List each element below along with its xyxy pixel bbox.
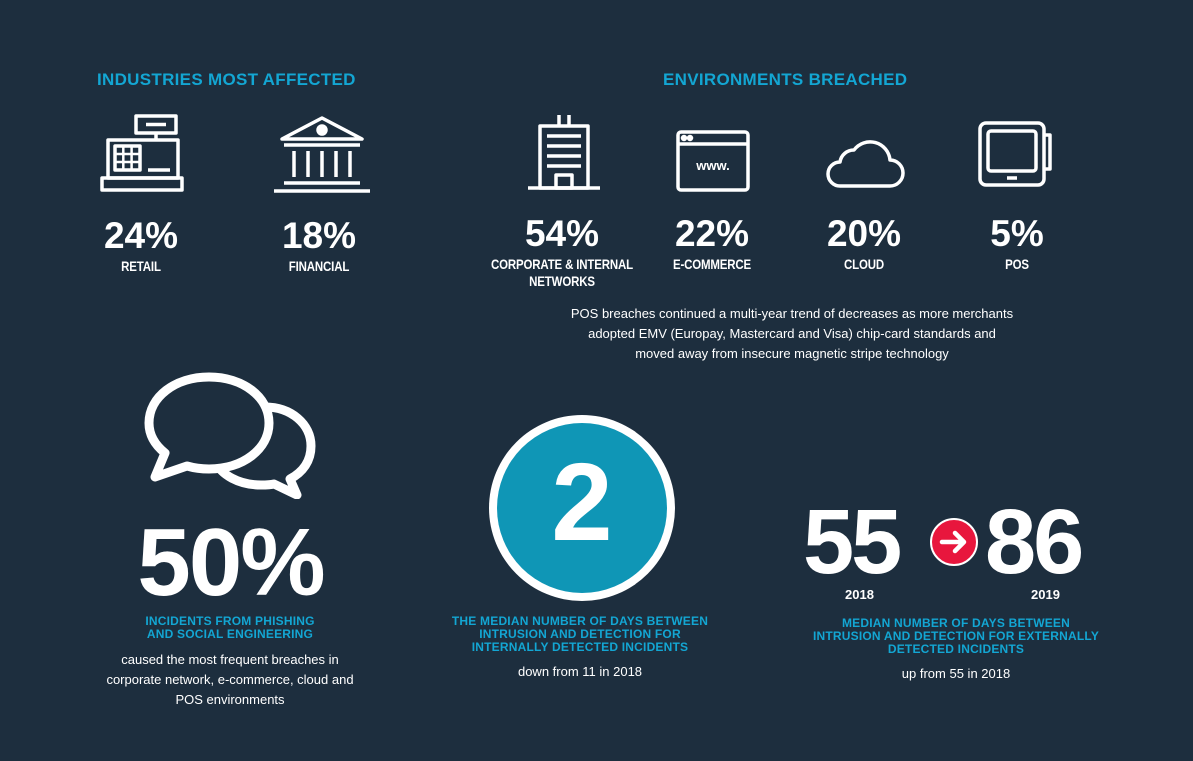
environments-title: ENVIRONMENTS BREACHED bbox=[663, 70, 908, 89]
industries-title: INDUSTRIES MOST AFFECTED bbox=[97, 70, 356, 89]
retail-label: RETAIL bbox=[121, 258, 161, 274]
external-from-value: 55 bbox=[803, 491, 902, 593]
internal-description: down from 11 in 2018 bbox=[517, 664, 643, 679]
browser-window-icon: www. bbox=[676, 130, 750, 192]
external-caption: MEDIAN NUMBER OF DAYS BETWEEN INTRUSION … bbox=[786, 617, 1126, 656]
ecommerce-label: E-COMMERCE bbox=[672, 256, 752, 272]
phishing-caption-line2: AND SOCIAL ENGINEERING bbox=[146, 627, 314, 641]
corporate-label: CORPORATE & INTERNAL NETWORKS bbox=[488, 256, 636, 290]
internal-caption-line3: INTERNALLY DETECTED INCIDENTS bbox=[471, 640, 689, 654]
cloud-percentage: 20% bbox=[826, 213, 902, 254]
external-to-value: 86 bbox=[985, 491, 1084, 593]
external-to-year: 2019 bbox=[1031, 587, 1060, 602]
days-circle-fill bbox=[497, 423, 667, 593]
pos-note-line2: adopted EMV (Europay, Mastercard and Vis… bbox=[588, 326, 996, 341]
internal-caption: THE MEDIAN NUMBER OF DAYS BETWEEN INTRUS… bbox=[420, 615, 740, 654]
phishing-desc-line2: corporate network, e-commerce, cloud and bbox=[106, 672, 354, 687]
internal-caption-line1: THE MEDIAN NUMBER OF DAYS BETWEEN bbox=[451, 614, 709, 628]
internal-caption-line2: INTRUSION AND DETECTION FOR bbox=[479, 627, 681, 641]
speech-bubbles-icon bbox=[143, 371, 319, 499]
retail-percentage: 24% bbox=[103, 215, 179, 256]
phishing-caption-line1: INCIDENTS FROM PHISHING bbox=[145, 614, 315, 628]
pos-label: POS bbox=[1005, 256, 1029, 272]
cloud-label: CLOUD bbox=[843, 256, 885, 272]
cash-register-icon bbox=[100, 113, 184, 193]
pos-breach-note: POS breaches continued a multi-year tren… bbox=[500, 304, 1084, 364]
external-caption-line3: DETECTED INCIDENTS bbox=[887, 642, 1025, 656]
external-description: up from 55 in 2018 bbox=[901, 666, 1011, 681]
corporate-label-line1: CORPORATE & INTERNAL bbox=[491, 256, 633, 272]
phishing-description: caused the most frequent breaches in cor… bbox=[80, 650, 380, 710]
external-from-year: 2018 bbox=[845, 587, 874, 602]
internal-days-value: 2 bbox=[551, 441, 613, 564]
corporate-label-line2: NETWORKS bbox=[529, 273, 595, 289]
pos-note-line3: moved away from insecure magnetic stripe… bbox=[635, 346, 949, 361]
external-caption-line2: INTRUSION AND DETECTION FOR EXTERNALLY bbox=[812, 629, 1100, 643]
cloud-icon bbox=[824, 136, 906, 190]
pos-percentage: 5% bbox=[990, 213, 1044, 254]
www-icon-text: www. bbox=[695, 158, 729, 173]
phishing-caption: INCIDENTS FROM PHISHING AND SOCIAL ENGIN… bbox=[95, 615, 365, 641]
phishing-percentage: 50% bbox=[137, 509, 325, 616]
bank-icon bbox=[272, 115, 372, 195]
pos-note-line1: POS breaches continued a multi-year tren… bbox=[570, 306, 1014, 321]
phishing-desc-line1: caused the most frequent breaches in bbox=[121, 652, 339, 667]
corporate-percentage: 54% bbox=[524, 213, 600, 254]
arrow-right-icon bbox=[930, 518, 978, 566]
external-caption-line1: MEDIAN NUMBER OF DAYS BETWEEN bbox=[841, 616, 1071, 630]
pos-terminal-icon bbox=[978, 121, 1054, 189]
ecommerce-percentage: 22% bbox=[674, 213, 750, 254]
financial-label: FINANCIAL bbox=[288, 258, 350, 274]
days-circle bbox=[484, 410, 680, 606]
phishing-desc-line3: POS environments bbox=[175, 692, 285, 707]
office-building-icon bbox=[526, 112, 602, 192]
financial-percentage: 18% bbox=[281, 215, 357, 256]
